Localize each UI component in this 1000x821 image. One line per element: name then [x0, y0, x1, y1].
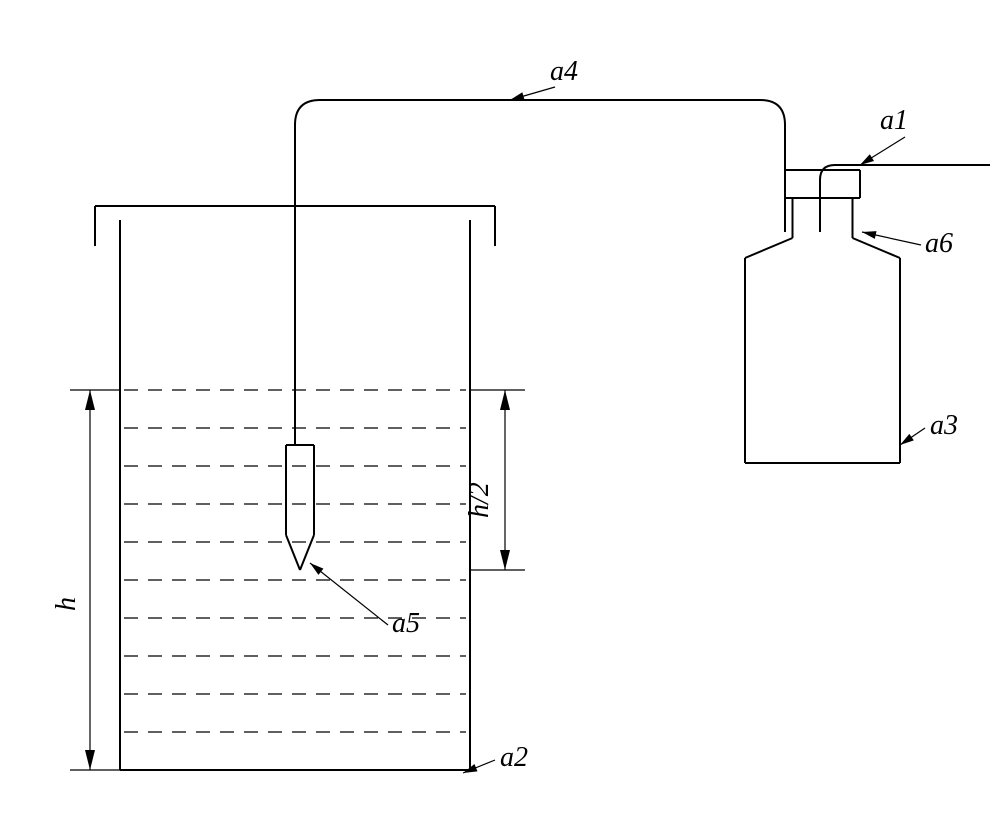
dim-label-h2: h/2 [464, 482, 496, 518]
label-a4: a4 [550, 56, 578, 88]
label-a1: a1 [880, 105, 908, 137]
diagram-svg [0, 0, 1000, 821]
label-a6: a6 [925, 228, 953, 260]
label-a2: a2 [500, 742, 528, 774]
label-a5: a5 [392, 608, 420, 640]
label-a3: a3 [930, 410, 958, 442]
diagram-container: a1 a2 a3 a4 a5 a6 h h/2 [0, 0, 1000, 821]
dim-label-h: h [51, 597, 83, 611]
